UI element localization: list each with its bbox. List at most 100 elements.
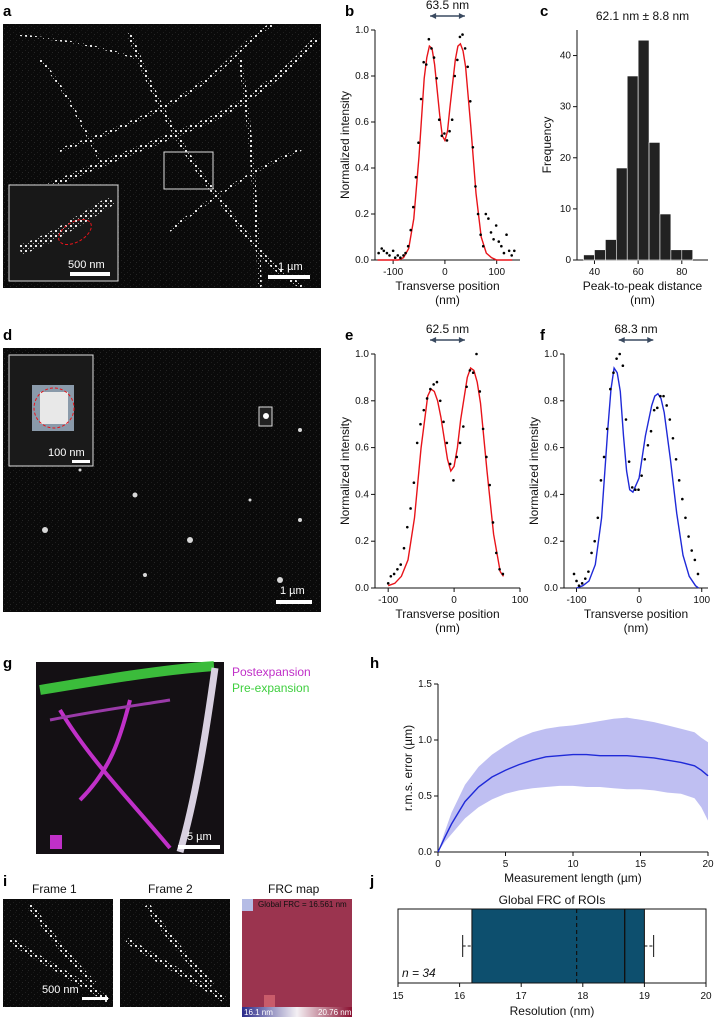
roi-spot-d <box>263 413 269 419</box>
histogram-bar <box>670 249 683 261</box>
peak-arrowhead-left-b <box>430 13 437 19</box>
panel-i: i Frame 1 Frame 2 FRC map 500 nm Global … <box>3 873 352 1017</box>
data-point-b <box>484 212 488 216</box>
data-point-f <box>630 486 634 489</box>
frc-tile <box>286 971 297 983</box>
frc-tile <box>297 911 308 923</box>
data-point-f <box>637 488 640 492</box>
data-point-e <box>448 462 452 466</box>
frc-tile <box>242 899 253 911</box>
frc-tile <box>264 995 275 1007</box>
data-point-b <box>474 185 477 188</box>
frc-tile <box>330 959 341 971</box>
frc-tile <box>330 995 341 1007</box>
data-point-b <box>505 233 508 236</box>
y-tick-label-b: 1.0 <box>355 25 369 36</box>
frc-tile <box>308 959 319 971</box>
data-point-b <box>382 249 386 253</box>
magenta-filaments-g <box>58 699 172 850</box>
frc-tile <box>286 911 297 923</box>
y-tick-label-f: 0.8 <box>544 396 558 407</box>
x-tick-label-e: 0 <box>451 595 457 606</box>
data-point-b <box>458 35 462 39</box>
x-axis-label-b: (nm) <box>435 293 460 307</box>
frc-tile <box>242 983 253 995</box>
frc-tile <box>308 983 319 995</box>
data-point-f <box>615 357 618 360</box>
data-point-e <box>481 427 485 431</box>
frc-tile <box>242 971 253 983</box>
data-point-f <box>693 558 697 562</box>
data-point-e <box>452 479 455 482</box>
scalebar-a <box>268 275 310 279</box>
inset-blob-d <box>40 392 68 424</box>
frc-tile <box>275 959 286 971</box>
data-point-b <box>432 56 436 59</box>
frc-tile <box>286 983 297 995</box>
scale-label-a: 1 µm <box>278 261 303 273</box>
scale-label-i: 500 nm <box>42 984 79 996</box>
legend-preexpansion: Pre-expansion <box>232 681 309 695</box>
frc-tile <box>308 911 319 923</box>
histogram-bar <box>637 39 650 261</box>
frc-tile <box>253 959 264 971</box>
y-tick-label-h: 1.5 <box>418 679 432 690</box>
x-axis-label-c: (nm) <box>630 293 655 307</box>
y-tick-label-c: 10 <box>560 204 572 215</box>
data-point-f <box>652 408 656 412</box>
y-tick-label-b: 0.2 <box>355 209 369 220</box>
y-axis-label-f: Normalized intensity <box>527 417 541 525</box>
data-point-f <box>624 418 628 421</box>
scalebar-i <box>82 997 108 1000</box>
frc-map-title: FRC map <box>268 882 320 896</box>
data-point-e <box>432 383 435 386</box>
data-point-b <box>435 77 438 80</box>
data-point-f <box>593 539 596 543</box>
y-tick-label-h: 0.5 <box>418 791 432 802</box>
frc-tile <box>341 959 352 971</box>
inset-scalebar-d <box>72 460 90 463</box>
data-point-f <box>655 406 659 410</box>
error-band <box>438 717 708 852</box>
data-point-f <box>671 436 675 440</box>
y-tick-label-b: 0.4 <box>355 163 369 174</box>
y-tick-label-e: 0.0 <box>355 583 369 594</box>
frc-tile <box>253 935 264 947</box>
data-point-f <box>583 577 587 580</box>
data-point-b <box>463 47 467 50</box>
x-axis-label-c: Peak-to-peak distance <box>583 279 703 293</box>
y-tick-label-b: 0.0 <box>355 255 369 266</box>
scale-label-d: 1 µm <box>280 585 305 597</box>
frc-tile <box>286 923 297 935</box>
x-tick-label-b: -100 <box>383 267 403 278</box>
data-point-b <box>500 244 503 248</box>
frc-tile <box>242 947 253 959</box>
peak-arrowhead-right-e <box>458 337 465 343</box>
peak-distance-label-e: 62.5 nm <box>426 322 469 336</box>
data-point-f <box>605 427 609 431</box>
puncta-d <box>42 428 302 583</box>
iqr-box <box>471 908 645 984</box>
x-tick-label-b: 100 <box>488 267 505 278</box>
data-point-b <box>391 249 395 253</box>
data-point-e <box>498 567 501 571</box>
frc-tile <box>330 983 341 995</box>
scale-label-g: 5 µm <box>187 831 212 843</box>
frc-tile <box>275 995 286 1007</box>
data-point-b <box>380 247 384 250</box>
frame2-filaments <box>125 903 227 1003</box>
frc-tile <box>330 899 341 911</box>
x-tick-label-h: 5 <box>503 859 509 870</box>
frc-tile <box>275 947 286 959</box>
data-point-e <box>491 521 495 524</box>
frc-tile <box>275 971 286 983</box>
frc-tile <box>341 911 352 923</box>
panel-label-i: i <box>3 873 7 890</box>
panel-label-g: g <box>3 655 12 672</box>
panel-g: g 5 µm Postexpansion Pre-expansion <box>3 655 311 854</box>
data-point-b <box>377 251 380 255</box>
data-point-b <box>471 146 475 149</box>
data-point-b <box>487 217 490 220</box>
frc-tile <box>264 935 275 947</box>
data-point-f <box>577 584 581 587</box>
